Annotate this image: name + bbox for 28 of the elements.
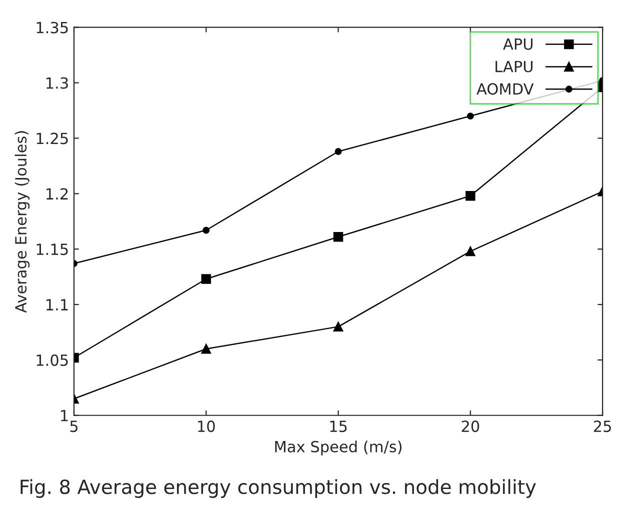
legend-label: LAPU — [496, 60, 532, 72]
y-tick-label: 1.15 — [36, 244, 68, 256]
point — [202, 226, 210, 234]
y-tick-label: 1 — [61, 410, 68, 422]
point — [333, 232, 344, 242]
point — [333, 322, 344, 332]
x-axis-title: Max Speed (m/s) — [275, 440, 402, 456]
caption: Fig. 8 Average energy consumption vs. node mobility — [20, 479, 536, 498]
x-tick-label: 20 — [462, 420, 480, 432]
point — [201, 274, 211, 284]
x-tick-label: 10 — [198, 420, 215, 432]
point — [466, 191, 476, 201]
y-axis-title: Average Energy (Joules) — [14, 131, 30, 313]
point — [466, 112, 474, 120]
y-tick-label: 1.35 — [36, 22, 68, 34]
x-tick-label: 25 — [594, 420, 611, 432]
y-tick-label: 1.05 — [36, 354, 68, 366]
x-tick-label: 15 — [330, 420, 347, 432]
point — [334, 148, 342, 155]
y-tick-label: 1.2 — [46, 188, 68, 200]
y-tick-label: 1.3 — [46, 77, 68, 89]
legend-label: APU — [503, 38, 532, 50]
x-tick-label: 5 — [70, 420, 78, 432]
point — [201, 344, 211, 354]
point — [466, 246, 476, 256]
y-tick-label: 1.25 — [36, 132, 68, 144]
y-tick-label: 1.1 — [46, 299, 68, 310]
legend-label: AOMDV — [476, 83, 534, 95]
